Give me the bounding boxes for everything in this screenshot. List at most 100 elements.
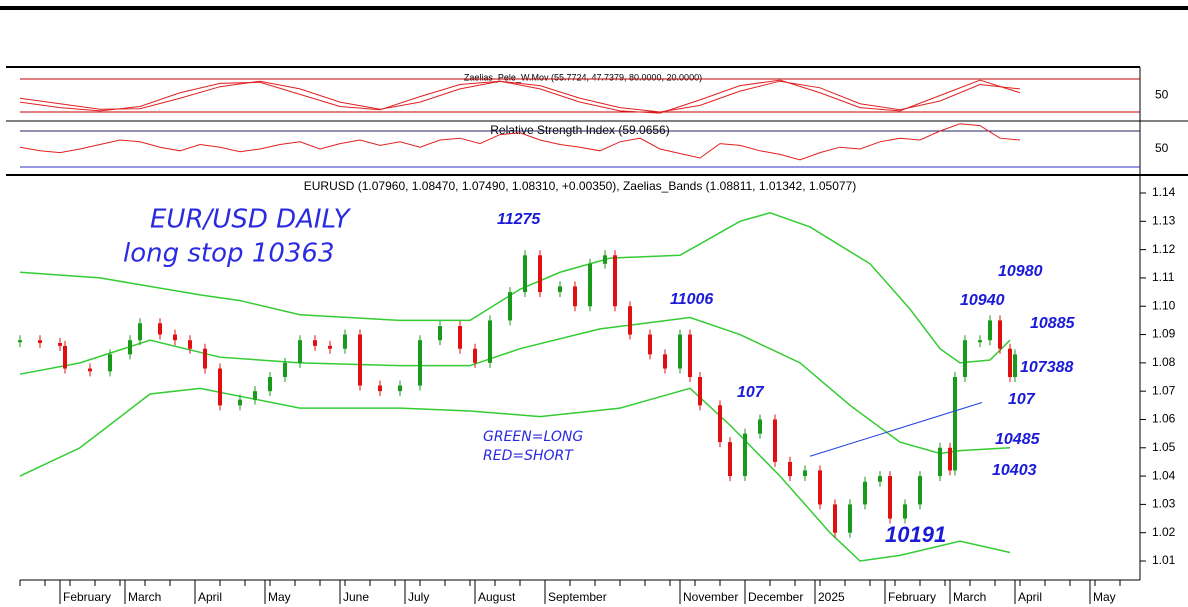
note: GREEN=LONG <box>483 429 583 445</box>
candle <box>398 385 402 392</box>
candle <box>188 340 192 349</box>
candle <box>998 320 1002 349</box>
candle <box>938 447 942 477</box>
candle <box>108 354 112 372</box>
candle <box>698 377 702 406</box>
y-tick-label: 1.05 <box>1152 440 1176 454</box>
candle <box>283 362 287 378</box>
candle <box>648 334 652 355</box>
x-tick-label: March <box>128 590 161 604</box>
x-tick-label: September <box>548 590 607 604</box>
candle <box>718 405 722 443</box>
x-tick-label: March <box>953 590 986 604</box>
y-tick-label: 1.01 <box>1152 553 1176 567</box>
candle <box>963 340 967 378</box>
y-tick-label: 1.13 <box>1152 213 1176 227</box>
candle <box>833 504 837 533</box>
annotation: 10885 <box>1030 315 1076 332</box>
annotation: 10191 <box>885 522 946 547</box>
candle <box>158 323 162 335</box>
indicator-line <box>19 123 1021 161</box>
candle <box>758 419 762 434</box>
candle <box>588 263 592 307</box>
annotation: 10980 <box>998 263 1043 280</box>
candle <box>848 504 852 533</box>
candle <box>128 340 132 355</box>
candle <box>818 470 822 505</box>
x-tick-label: May <box>268 590 291 604</box>
annotation: 107388 <box>1020 359 1073 376</box>
y-tick-label: 1.04 <box>1152 468 1176 482</box>
x-tick-label: April <box>1018 590 1042 604</box>
note: long stop 10363 <box>123 239 335 269</box>
y-tick-label: 1.12 <box>1152 242 1176 256</box>
candle <box>728 442 732 477</box>
candle <box>473 348 477 363</box>
x-tick-label: February <box>63 590 111 604</box>
candle <box>978 340 982 343</box>
x-tick-label: 2025 <box>818 590 845 604</box>
x-tick-label: May <box>1093 590 1116 604</box>
candle <box>378 385 382 392</box>
note: RED=SHORT <box>483 448 574 464</box>
candle <box>538 255 542 293</box>
candle <box>203 348 207 369</box>
x-tick-label: July <box>408 590 429 604</box>
y-tick-label: 1.07 <box>1152 383 1176 397</box>
x-tick-label: November <box>683 590 738 604</box>
y-tick-label: 1.03 <box>1152 497 1176 511</box>
candle <box>313 340 317 346</box>
candle <box>888 476 892 519</box>
x-tick-label: February <box>888 590 936 604</box>
candle <box>173 334 177 341</box>
candle <box>573 286 577 307</box>
trendline <box>809 402 983 457</box>
note: EUR/USD DAILY <box>150 205 352 235</box>
band-line <box>19 316 1011 455</box>
annotation: 10485 <box>995 431 1041 448</box>
y-tick-label: 1.10 <box>1152 298 1176 312</box>
candle <box>628 306 632 335</box>
candle <box>688 334 692 378</box>
candle <box>508 292 512 321</box>
osc-title: Zaelias_Pele_W.Mov (55.7724, 47.7379, 80… <box>464 72 702 82</box>
indicator-line <box>19 79 1021 114</box>
annotation: 10403 <box>992 462 1037 479</box>
top-rule <box>0 6 1188 10</box>
indicator-line <box>19 80 1021 113</box>
candle <box>63 345 67 369</box>
candle <box>358 334 362 386</box>
candle <box>328 345 332 349</box>
x-tick-label: August <box>478 590 516 604</box>
chart-title: EURUSD (1.07960, 1.08470, 1.07490, 1.083… <box>304 179 857 193</box>
candle <box>948 447 952 471</box>
candle <box>878 476 882 482</box>
band-line <box>19 387 1011 562</box>
candle <box>343 334 347 349</box>
candle <box>298 340 302 363</box>
candle <box>88 368 92 372</box>
y-tick-label: 1.09 <box>1152 327 1176 341</box>
candle <box>558 286 562 293</box>
candle <box>138 323 142 341</box>
y-tick-label: 50 <box>1155 88 1169 102</box>
x-tick-label: June <box>343 590 369 604</box>
candle <box>38 340 42 344</box>
y-tick-label: 1.11 <box>1152 270 1175 284</box>
candle <box>773 419 777 462</box>
candle <box>238 399 242 406</box>
candle <box>18 340 22 343</box>
candle <box>458 326 462 349</box>
candle <box>953 377 957 471</box>
rsi-title: Relative Strength Index (59.0656) <box>490 123 669 137</box>
candle <box>663 354 667 369</box>
annotation: 11275 <box>497 211 541 228</box>
x-tick-label: April <box>198 590 222 604</box>
band-line <box>19 212 1011 364</box>
candle <box>788 461 792 477</box>
candle <box>268 377 272 392</box>
annotation: 107 <box>737 384 765 401</box>
candle <box>743 433 747 477</box>
y-tick-label: 50 <box>1155 141 1169 155</box>
